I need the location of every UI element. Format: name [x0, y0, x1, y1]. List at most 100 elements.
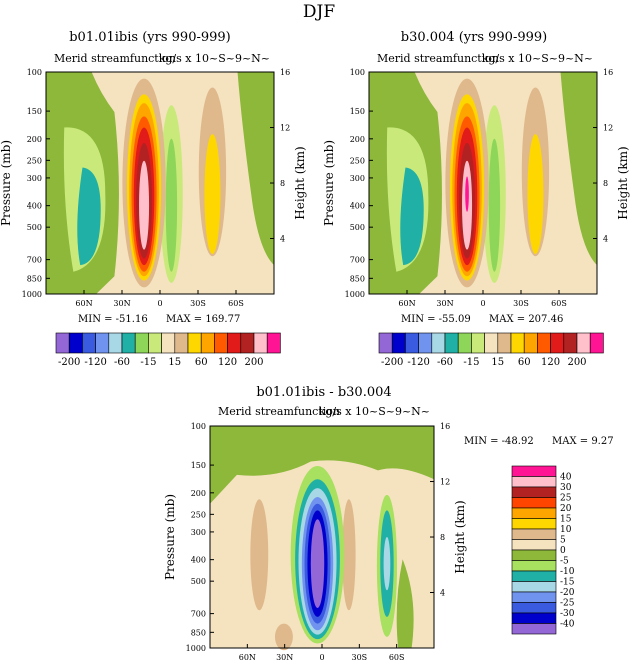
- y-tick-label: 500: [350, 223, 365, 232]
- max-label: MAX = 9.27: [552, 436, 614, 447]
- contour-southern-hadley-core: [527, 134, 544, 255]
- y2-tick-label: 8: [603, 179, 608, 188]
- y-tick-label: 300: [27, 174, 42, 183]
- colorbar-box: [266, 332, 281, 354]
- colorbar-label: -40: [560, 620, 575, 630]
- y-tick-label: 200: [191, 489, 206, 498]
- x-tick-label: 60S: [228, 299, 244, 308]
- y2-tick-label: 4: [603, 235, 608, 244]
- colorbar-box: [511, 539, 557, 551]
- colorbar-label: 15: [491, 357, 504, 368]
- y2-axis-label: Height (km): [293, 146, 307, 219]
- max-label: MAX = 169.77: [166, 314, 240, 325]
- y-tick-label: 850: [27, 274, 42, 283]
- colorbar-label: 15: [560, 515, 572, 525]
- colorbar-box: [511, 507, 557, 519]
- colorbar-box: [497, 332, 512, 354]
- y2-tick-label: 4: [440, 589, 445, 598]
- colorbar-box: [148, 332, 162, 354]
- colorbar-box: [563, 332, 578, 354]
- y-axis-label: Pressure (mb): [0, 140, 13, 226]
- panel-subtitle-left: Merid streamfunction: [218, 405, 340, 418]
- colorbar-box: [418, 332, 433, 354]
- colorbar-box: [537, 332, 551, 354]
- x-tick-label: 30S: [351, 653, 367, 662]
- x-tick-label: 60N: [75, 299, 92, 308]
- colorbar-box: [511, 486, 557, 498]
- colorbar-box: [405, 332, 419, 354]
- colorbar-box: [589, 332, 604, 354]
- colorbar-label: -15: [560, 578, 575, 588]
- y-tick-label: 200: [27, 135, 42, 144]
- panel-control-run: b01.01ibis (yrs 990-999) Merid streamfunc…: [0, 30, 307, 368]
- y-tick-label: 150: [350, 107, 365, 116]
- colorbar-label: -20: [560, 588, 575, 598]
- colorbar-box: [511, 528, 557, 540]
- colorbar-box: [511, 581, 557, 593]
- page-title: DJF: [303, 2, 335, 22]
- colorbar-box: [431, 332, 446, 354]
- colorbar-box: [511, 591, 557, 603]
- y2-tick-label: 8: [280, 179, 285, 188]
- colorbar-label: -200: [381, 357, 403, 368]
- colorbar-box: [391, 332, 406, 354]
- y2-tick-label: 12: [280, 124, 290, 133]
- contour-southern-cell-core: [165, 138, 178, 272]
- contour-southern-cell-outer: [560, 72, 597, 266]
- colorbar-label: -200: [58, 357, 80, 368]
- min-label: MIN = -48.92: [464, 436, 534, 447]
- colorbar-box: [134, 332, 149, 354]
- panel-title: b30.004 (yrs 990-999): [401, 30, 547, 45]
- colorbar-label: -5: [560, 557, 569, 567]
- colorbar-label: 25: [560, 494, 572, 504]
- panel-experiment-run: b30.004 (yrs 990-999) Merid streamfunctio…: [322, 30, 630, 368]
- contour-center-7: [310, 519, 325, 609]
- colorbar-box: [511, 570, 557, 582]
- colorbar-box: [121, 332, 136, 354]
- colorbar-box: [214, 332, 228, 354]
- contour-southern-negative: [396, 559, 414, 648]
- x-tick-label: 0: [157, 299, 162, 308]
- y-tick-label: 850: [191, 628, 206, 637]
- y-tick-label: 100: [27, 68, 42, 77]
- colorbar-label: 120: [218, 357, 237, 368]
- y-tick-label: 250: [27, 156, 42, 165]
- y-tick-label: 850: [350, 274, 365, 283]
- x-tick-label: 0: [319, 653, 324, 662]
- colorbar-label: -15: [140, 357, 156, 368]
- y2-tick-label: 16: [440, 422, 450, 431]
- y2-tick-label: 12: [603, 124, 613, 133]
- y-tick-label: 100: [350, 68, 365, 77]
- colorbar-box: [471, 332, 485, 354]
- colorbar-box: [511, 476, 557, 488]
- y2-tick-label: 12: [440, 478, 450, 487]
- y-tick-label: 300: [191, 528, 206, 537]
- min-label: MIN = -51.16: [78, 314, 148, 325]
- contour-southern-positive: [342, 499, 356, 611]
- y2-tick-label: 16: [280, 68, 290, 77]
- contour-southern-cell-outer: [237, 72, 274, 266]
- x-tick-label: 30N: [113, 299, 130, 308]
- x-tick-label: 60N: [398, 299, 415, 308]
- colorbar-label: 200: [567, 357, 586, 368]
- colorbar-box: [511, 549, 557, 561]
- colorbar-box: [510, 332, 525, 354]
- panel-subtitle-right: kg/s x 10~S~9~N~: [482, 52, 593, 65]
- y-tick-label: 400: [191, 556, 206, 565]
- colorbar-box: [484, 332, 499, 354]
- y-axis-label: Pressure (mb): [322, 140, 336, 226]
- x-tick-label: 30S: [513, 299, 529, 308]
- colorbar-label: 60: [195, 357, 208, 368]
- colorbar-box: [511, 612, 557, 624]
- colorbar-box: [444, 332, 459, 354]
- colorbar-box: [511, 623, 557, 635]
- min-label: MIN = -55.09: [401, 314, 471, 325]
- colorbar-label: 0: [560, 546, 566, 556]
- contour-hadley-level-8: [465, 176, 469, 212]
- colorbar-box: [55, 332, 70, 354]
- y-tick-label: 400: [350, 202, 365, 211]
- x-tick-label: 60N: [239, 653, 256, 662]
- y2-tick-label: 4: [280, 235, 285, 244]
